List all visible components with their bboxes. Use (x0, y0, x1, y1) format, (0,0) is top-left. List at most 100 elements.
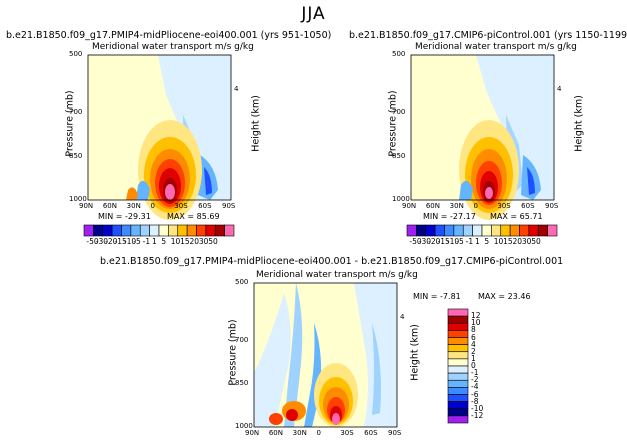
panel2-colorbar-box (537, 224, 548, 237)
panel1-title-text: Meridional water transport (92, 42, 212, 52)
panel3-ytick: 850 (235, 378, 249, 387)
panel3-colorbar-swatches (447, 308, 469, 424)
panel3-xtick: 90S (388, 429, 402, 437)
panel3-colorbar-box (447, 394, 469, 402)
panel3-colorbar-label: 4 (471, 339, 476, 349)
panel1-colorbar-box (177, 224, 188, 237)
panel2-colorbar-label: -15 (437, 237, 450, 246)
panel2-colorbar-box (547, 224, 558, 237)
panel2-colorbar-box (509, 224, 520, 237)
panel2-ytick: 700 (392, 108, 406, 116)
panel1-min: MIN = -29.31 (98, 212, 151, 221)
panel3-colorbar-box (447, 322, 469, 331)
panel3-colorbar-label: 12 (471, 311, 481, 321)
panel3-ylabel-right: Height (km) (409, 324, 421, 381)
panel3-colorbar-box (447, 387, 469, 395)
panel1-colorbar-box (214, 224, 225, 237)
panel3-colorbar-box (447, 401, 469, 410)
panel2-colorbar-label: 15 (503, 237, 513, 246)
panel1-colorbar-box (149, 224, 160, 237)
panel1-colorbar-box (111, 224, 122, 237)
panel1-max-label: MAX = (167, 212, 195, 221)
panel1-run-title: b.e21.B1850.f09_g17.PMIP4-midPliocene-eo… (6, 30, 332, 41)
panel3-colorbar-box (447, 408, 469, 417)
panel1-colorbar-label: 10 (170, 237, 181, 246)
panel2-colorbar-label: -30 (418, 237, 431, 246)
panel3-colorbar-label: 10 (471, 318, 481, 328)
panel1-colorbar-box (205, 224, 216, 237)
panel3-plot (253, 282, 398, 428)
panel1-colorbar-box (130, 224, 141, 237)
panel2-plot (410, 54, 555, 220)
season-title: JJA (301, 4, 326, 24)
panel2-colorbar-label: -10 (446, 237, 460, 246)
panel2-ytick: 500 (392, 50, 406, 58)
panel2-max-value: 65.71 (519, 212, 543, 221)
panel1-ytick: 1000 (69, 195, 87, 203)
panel2-xtick: 90S (545, 202, 559, 210)
panel2-xtick: 30S (497, 202, 511, 210)
panel1-colorbar-label: -20 (105, 237, 118, 246)
panel2-min-label: MIN = (423, 212, 448, 221)
panel1-ytick: 850 (69, 151, 83, 160)
panel3-colorbar-box (447, 372, 469, 381)
panel2-colorbar-box (491, 224, 502, 237)
panel3-title: Meridional water transport m/s g/kg (256, 270, 418, 280)
panel3-max: MAX = 23.46 (478, 292, 531, 301)
panel2-max: MAX = 65.71 (490, 212, 543, 221)
panel3-colorbar-box (447, 337, 469, 345)
panel1-units: m/s g/kg (214, 42, 254, 52)
panel1-max-value: 85.69 (196, 212, 220, 221)
panel1-colorbar-box (158, 224, 169, 237)
panel2-ytick-right: 4 (557, 84, 562, 93)
panel3-max-label: MAX = (478, 292, 506, 301)
panel1-xtick: 0 (150, 202, 155, 210)
panel1-colorbar-label: -50 (86, 237, 99, 246)
panel2-units: m/s g/kg (537, 42, 577, 52)
panel2-ytick: 1000 (392, 195, 410, 203)
panel3-colorbar-label: 8 (471, 325, 476, 335)
panel3-colorbar-label: -1 (471, 368, 479, 378)
panel2-colorbar-label: 30 (521, 237, 532, 246)
panel3-xtick: 0 (316, 429, 321, 437)
panel3-colorbar-label: -4 (471, 382, 479, 392)
panel1-ytick-right: 4 (234, 84, 239, 93)
panel2-colorbar-box (519, 224, 530, 237)
panel2-colorbar-label: -1 (465, 237, 474, 246)
panel2-colorbar-label: -50 (409, 237, 422, 246)
panel3-colorbar-box (447, 330, 469, 338)
panel1-colorbar-box (186, 224, 197, 237)
panel3-min-label: MIN = (413, 292, 438, 301)
panel1-xtick: 30S (174, 202, 188, 210)
panel3-colorbar-label: 6 (471, 332, 476, 342)
panel2-min-value: -27.17 (450, 212, 476, 221)
panel1-colorbar-swatches (83, 224, 235, 237)
panel2-xtick: 90N (402, 202, 417, 210)
panel2-colorbar-label: 20 (512, 237, 523, 246)
panel3-xtick: 30S (340, 429, 354, 437)
panel1-colorbar-label: 15 (180, 237, 190, 246)
panel2-colorbar-swatches (406, 224, 558, 237)
panel2-run-title: b.e21.B1850.f09_g17.CMIP6-piControl.001 … (349, 30, 627, 41)
panel3-xtick: 30N (292, 429, 307, 437)
panel3-colorbar-label: -10 (471, 403, 484, 413)
panel1-colorbar-label: -10 (123, 237, 137, 246)
panel3-ytick: 1000 (235, 422, 253, 430)
panel1-max: MAX = 85.69 (167, 212, 220, 221)
panel3-colorbar-box (447, 358, 469, 367)
panel1-min-value: -29.31 (125, 212, 151, 221)
panel2-ylabel-right: Height (km) (573, 95, 585, 152)
panel2-colorbar-box (472, 224, 483, 237)
panel2-colorbar-label: -5 (456, 237, 464, 246)
panel3-units: m/s g/kg (378, 270, 418, 280)
panel2-xtick: 60S (521, 202, 535, 210)
panel2-xtick: 30N (449, 202, 464, 210)
panel2-colorbar-box (481, 224, 492, 237)
panel3-colorbar-box (447, 379, 469, 388)
panel1-colorbar-label: -5 (133, 237, 141, 246)
panel1-colorbar-box (168, 224, 179, 237)
panel2-colorbar-box (528, 224, 539, 237)
panel3-colorbar-label: 1 (471, 353, 476, 363)
panel2-colorbar-box (500, 224, 511, 237)
panel1-xtick: 90N (79, 202, 94, 210)
